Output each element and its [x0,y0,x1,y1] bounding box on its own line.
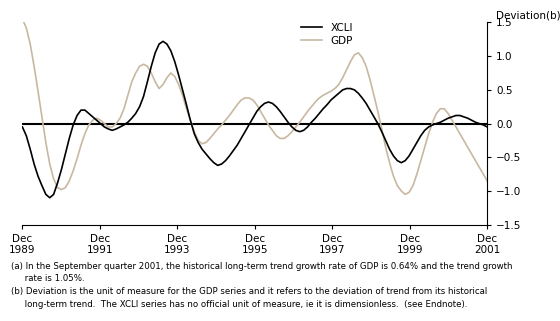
GDP [116,116,123,120]
Text: Deviation(b): Deviation(b) [497,11,560,21]
Text: long-term trend.  The XCLI series has no official unit of measure, ie it is dime: long-term trend. The XCLI series has no … [11,300,468,309]
Text: (a) In the September quarter 2001, the historical long-term trend growth rate of: (a) In the September quarter 2001, the h… [11,262,513,271]
GDP [144,64,151,68]
XCLI [148,64,155,68]
GDP [402,192,409,196]
GDP [19,17,26,21]
GDP [386,161,393,165]
XCLI [160,39,166,43]
XCLI [394,159,401,162]
XCLI [484,125,491,129]
XCLI [347,87,354,91]
Legend: XCLI, GDP: XCLI, GDP [297,18,357,50]
GDP [472,159,479,162]
Text: rate is 1.05%.: rate is 1.05%. [11,274,85,283]
XCLI [476,122,483,126]
XCLI [19,125,26,129]
GDP [339,76,346,80]
XCLI [284,120,291,124]
XCLI [46,196,53,200]
Line: XCLI: XCLI [22,41,487,198]
Text: (b) Deviation is the unit of measure for the GDP series and it refers to the dev: (b) Deviation is the unit of measure for… [11,287,487,296]
XCLI [120,123,127,127]
GDP [484,179,491,183]
Line: GDP: GDP [22,19,487,194]
GDP [277,136,283,140]
